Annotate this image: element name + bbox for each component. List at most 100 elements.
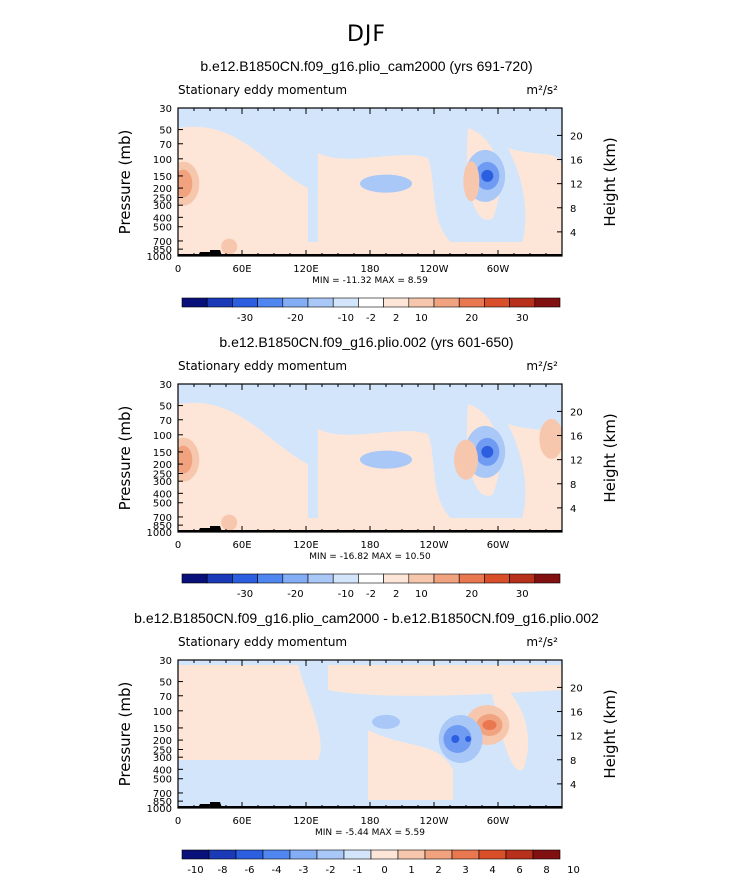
colorbar-box <box>370 849 399 860</box>
positive-anomaly <box>539 418 562 459</box>
pressure-tick-label: 50 <box>159 678 172 689</box>
pressure-tick-label: 30 <box>159 380 172 391</box>
units-label: m²/s² <box>526 359 558 373</box>
peach-region <box>318 429 458 532</box>
pressure-tick-label: 400 <box>153 765 172 776</box>
colorbar-label: -4 <box>272 865 282 876</box>
colorbar-label: 2 <box>435 865 441 876</box>
contour-field <box>178 660 562 808</box>
positive-anomaly-core <box>482 720 497 731</box>
colorbar-box <box>534 297 561 308</box>
panel-title: b.e12.B1850CN.f09_g16.plio.002 (yrs 601-… <box>219 334 514 350</box>
min-max-stats: MIN = -11.32 MAX = 8.59 <box>312 276 428 286</box>
contour-field <box>178 108 562 256</box>
positive-anomaly <box>221 514 238 531</box>
lon-tick-label: 60E <box>232 816 251 827</box>
height-tick-label: 8 <box>570 756 576 767</box>
pressure-tick-label: 150 <box>153 448 172 459</box>
lon-tick-label: 120W <box>420 816 449 827</box>
colorbar-box <box>433 297 460 308</box>
peach-region <box>508 148 562 256</box>
contour-plot-2: Stationary eddy momentum m²/s²30507010015… <box>116 359 619 600</box>
field-label: Stationary eddy momentum <box>178 359 347 373</box>
peach-region <box>178 665 321 760</box>
pressure-tick-label: 300 <box>153 201 172 212</box>
colorbar-box <box>289 849 318 860</box>
height-tick-label: 12 <box>570 732 583 743</box>
panel-2: b.e12.B1850CN.f09_g16.plio.002 (yrs 601-… <box>0 334 733 600</box>
pressure-tick-label: 250 <box>153 745 172 756</box>
pressure-tick-label: 100 <box>153 155 172 166</box>
height-tick-label: 16 <box>570 432 583 443</box>
pressure-tick-label: 400 <box>153 489 172 500</box>
negative-anomaly-core <box>451 735 460 744</box>
colorbar-box <box>332 573 359 584</box>
units-label: m²/s² <box>526 83 558 97</box>
negative-anomaly-core <box>481 169 494 182</box>
negative-anomaly <box>360 174 412 193</box>
panel-1: b.e12.B1850CN.f09_g16.plio_cam2000 (yrs … <box>0 58 733 324</box>
colorbar-box <box>424 849 453 860</box>
page-title: DJF <box>346 22 387 47</box>
colorbar-box <box>505 849 534 860</box>
pressure-tick-label: 300 <box>153 477 172 488</box>
height-tick-label: 20 <box>570 131 583 142</box>
peach-region <box>368 730 453 800</box>
colorbar-label: -1 <box>353 865 363 876</box>
colorbar-box <box>307 573 334 584</box>
colorbar-box <box>458 573 485 584</box>
colorbar-box <box>343 849 372 860</box>
pressure-tick-label: 1000 <box>147 252 172 263</box>
contour-field <box>178 384 562 532</box>
negative-anomaly-core <box>465 736 472 743</box>
colorbar-label: 8 <box>543 865 549 876</box>
colorbar-label: 20 <box>465 313 478 324</box>
lon-tick-label: 120W <box>420 264 449 275</box>
colorbar-box <box>478 849 507 860</box>
pressure-tick-label: 700 <box>153 513 172 524</box>
field-label: Stationary eddy momentum <box>178 83 347 97</box>
colorbar-label: -10 <box>338 313 354 324</box>
colorbar-label: 6 <box>516 865 522 876</box>
lon-tick-label: 60W <box>487 816 510 827</box>
pressure-tick-label: 70 <box>159 692 172 703</box>
colorbar-box <box>532 849 561 860</box>
pressure-tick-label: 500 <box>153 223 172 234</box>
peach-region <box>178 518 562 532</box>
pressure-tick-label: 50 <box>159 126 172 137</box>
y-axis-label-right: Height (km) <box>601 137 619 226</box>
pressure-tick-label: 200 <box>153 736 172 747</box>
positive-anomaly <box>454 439 478 480</box>
panel-3: b.e12.B1850CN.f09_g16.plio_cam2000 - b.e… <box>0 610 733 880</box>
positive-anomaly <box>221 238 238 255</box>
pressure-tick-label: 500 <box>153 499 172 510</box>
colorbar-box <box>397 849 426 860</box>
colorbar-label: 2 <box>393 313 399 324</box>
lon-tick-label: 120E <box>293 540 318 551</box>
pressure-tick-label: 300 <box>153 753 172 764</box>
colorbar-label: -8 <box>218 865 228 876</box>
colorbar-box <box>408 573 435 584</box>
negative-anomaly-core <box>481 445 494 458</box>
colorbar-label: -30 <box>237 313 253 324</box>
colorbar-box <box>383 297 410 308</box>
colorbar-box <box>232 573 258 584</box>
pressure-tick-label: 1000 <box>147 804 172 815</box>
colorbar-box <box>181 573 208 584</box>
peach-region <box>318 153 458 256</box>
height-tick-label: 20 <box>570 407 583 418</box>
colorbar-box <box>181 297 208 308</box>
colorbar-box <box>282 573 309 584</box>
colorbar-label: 10 <box>415 313 428 324</box>
colorbar-label: 4 <box>489 865 495 876</box>
height-tick-label: 16 <box>570 708 583 719</box>
colorbar-box <box>181 849 210 860</box>
colorbar-label: -30 <box>237 589 253 600</box>
colorbar-box <box>206 297 233 308</box>
units-label: m²/s² <box>526 635 558 649</box>
colorbar-box <box>509 297 536 308</box>
pressure-tick-label: 500 <box>153 775 172 786</box>
colorbar-box <box>484 297 510 308</box>
colorbar-label: -3 <box>299 865 309 876</box>
pressure-tick-label: 70 <box>159 140 172 151</box>
